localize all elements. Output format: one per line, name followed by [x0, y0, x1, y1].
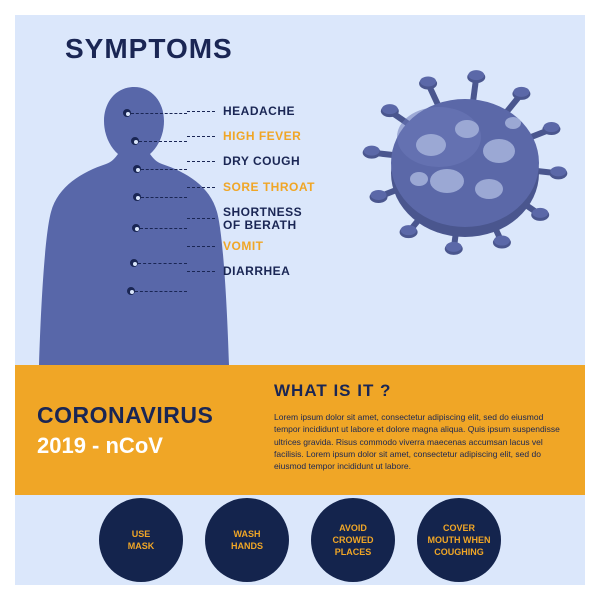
tip-circle: COVERMOUTH WHENCOUGHING — [417, 498, 501, 582]
symptom-label: HIGH FEVER — [223, 130, 301, 143]
symptom-row: DRY COUGH — [187, 155, 315, 168]
page-title: SYMPTOMS — [65, 33, 233, 65]
connector-line — [187, 187, 215, 188]
symptom-label: SHORTNESSOF BERATH — [223, 206, 302, 232]
connector-line — [141, 169, 187, 170]
connector-line — [141, 197, 187, 198]
symptom-label: DRY COUGH — [223, 155, 300, 168]
coronavirus-label: CORONAVIRUS — [37, 402, 260, 429]
tip-circle: USEMASK — [99, 498, 183, 582]
virus-icon — [355, 55, 575, 275]
connector-line — [140, 228, 187, 229]
tip-circle: WASHHANDS — [205, 498, 289, 582]
connector-line — [187, 161, 215, 162]
symptom-dot — [131, 137, 139, 145]
symptom-dot — [133, 193, 141, 201]
tip-circle: AVOIDCROWEDPLACES — [311, 498, 395, 582]
symptom-row: VOMIT — [187, 240, 315, 253]
symptom-dot — [133, 165, 141, 173]
connector-line — [139, 141, 187, 142]
title-band-left: CORONAVIRUS 2019 - nCoV — [15, 365, 260, 495]
symptom-row: SHORTNESSOF BERATH — [187, 206, 315, 232]
symptom-row: DIARRHEA — [187, 265, 315, 278]
connector-line — [187, 246, 215, 247]
connector-line — [135, 291, 187, 292]
symptom-dot — [127, 287, 135, 295]
symptom-row: SORE THROAT — [187, 181, 315, 194]
symptom-row: HEADACHE — [187, 105, 315, 118]
connector-line — [131, 113, 187, 114]
connector-line — [187, 111, 215, 112]
symptom-label: SORE THROAT — [223, 181, 315, 194]
symptom-label: VOMIT — [223, 240, 264, 253]
symptom-row: HIGH FEVER — [187, 130, 315, 143]
symptom-dot — [132, 224, 140, 232]
what-is-it-heading: WHAT IS IT ? — [274, 381, 561, 401]
infographic-canvas: SYMPTOMS HEADACHE HIGH FEVER DRY COUGH SORE… — [15, 15, 585, 585]
symptom-list: HEADACHE HIGH FEVER DRY COUGH SORE THROAT SH… — [187, 105, 315, 291]
connector-line — [138, 263, 187, 264]
symptoms-panel: SYMPTOMS HEADACHE HIGH FEVER DRY COUGH SORE… — [15, 15, 585, 365]
description-body: Lorem ipsum dolor sit amet, consectetur … — [274, 411, 561, 473]
symptom-dot — [130, 259, 138, 267]
connector-line — [187, 218, 215, 219]
connector-line — [187, 136, 215, 137]
title-band: CORONAVIRUS 2019 - nCoV WHAT IS IT ? Lor… — [15, 365, 585, 495]
symptom-label: DIARRHEA — [223, 265, 290, 278]
tips-row: USEMASK WASHHANDS AVOIDCROWEDPLACES COVERMO… — [15, 495, 585, 585]
title-band-right: WHAT IS IT ? Lorem ipsum dolor sit amet,… — [260, 365, 585, 495]
connector-line — [187, 271, 215, 272]
symptom-dot — [123, 109, 131, 117]
year-label: 2019 - nCoV — [37, 433, 260, 459]
symptom-label: HEADACHE — [223, 105, 295, 118]
